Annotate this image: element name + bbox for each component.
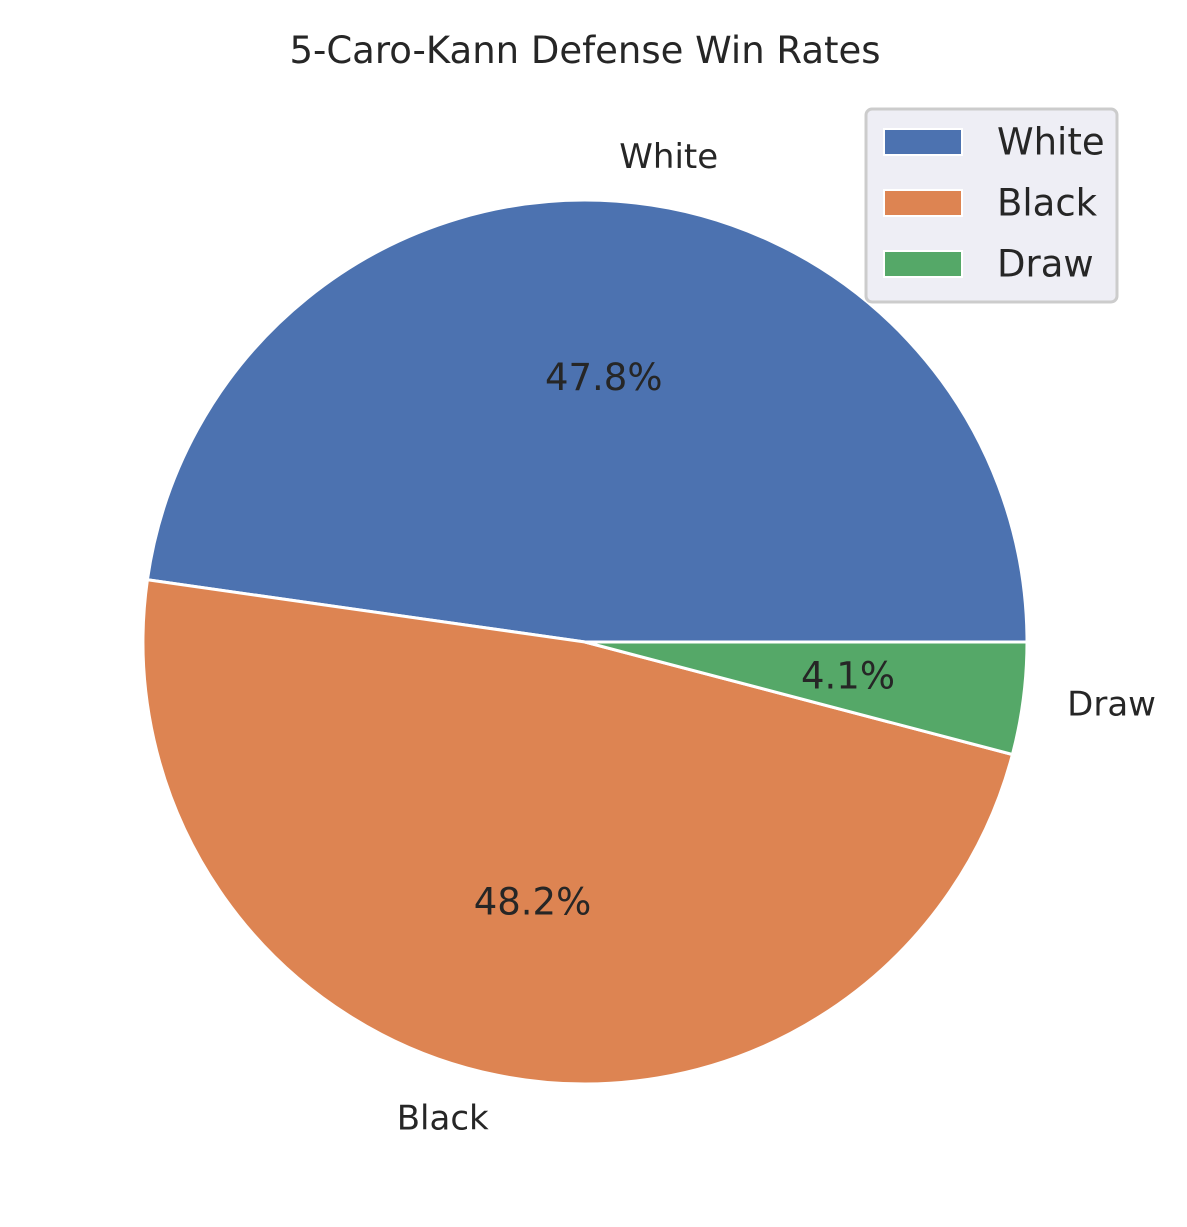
percent-label-white: 47.8% (545, 356, 663, 399)
legend-swatch-draw (883, 250, 963, 278)
legend-item-white: White (883, 121, 1105, 164)
legend-item-black: Black (883, 182, 1098, 225)
slice-label-white: White (619, 137, 718, 177)
slice-label-draw: Draw (1067, 684, 1156, 724)
legend-label-white: White (997, 121, 1105, 164)
percent-label-draw: 4.1% (801, 655, 895, 698)
legend-label-black: Black (997, 182, 1098, 225)
pie-labels: White 47.8% Black 48.2% Draw 4.1% (397, 137, 1156, 1139)
slice-label-black: Black (397, 1099, 489, 1139)
chart-title: 5-Caro-Kann Defense Win Rates (289, 29, 880, 72)
legend-items: White Black Draw (883, 121, 1105, 286)
legend-label-draw: Draw (997, 243, 1094, 286)
legend-item-draw: Draw (883, 243, 1094, 286)
pie-slices (141, 198, 1029, 1086)
pie-slice-black (141, 578, 1014, 1086)
legend-swatch-black (883, 189, 963, 217)
pie-slice-draw (583, 640, 1029, 756)
legend-swatch-white (883, 128, 963, 156)
percent-label-black: 48.2% (474, 880, 592, 923)
legend: White Black Draw (864, 107, 1119, 304)
pie-slice-white (145, 198, 1029, 644)
